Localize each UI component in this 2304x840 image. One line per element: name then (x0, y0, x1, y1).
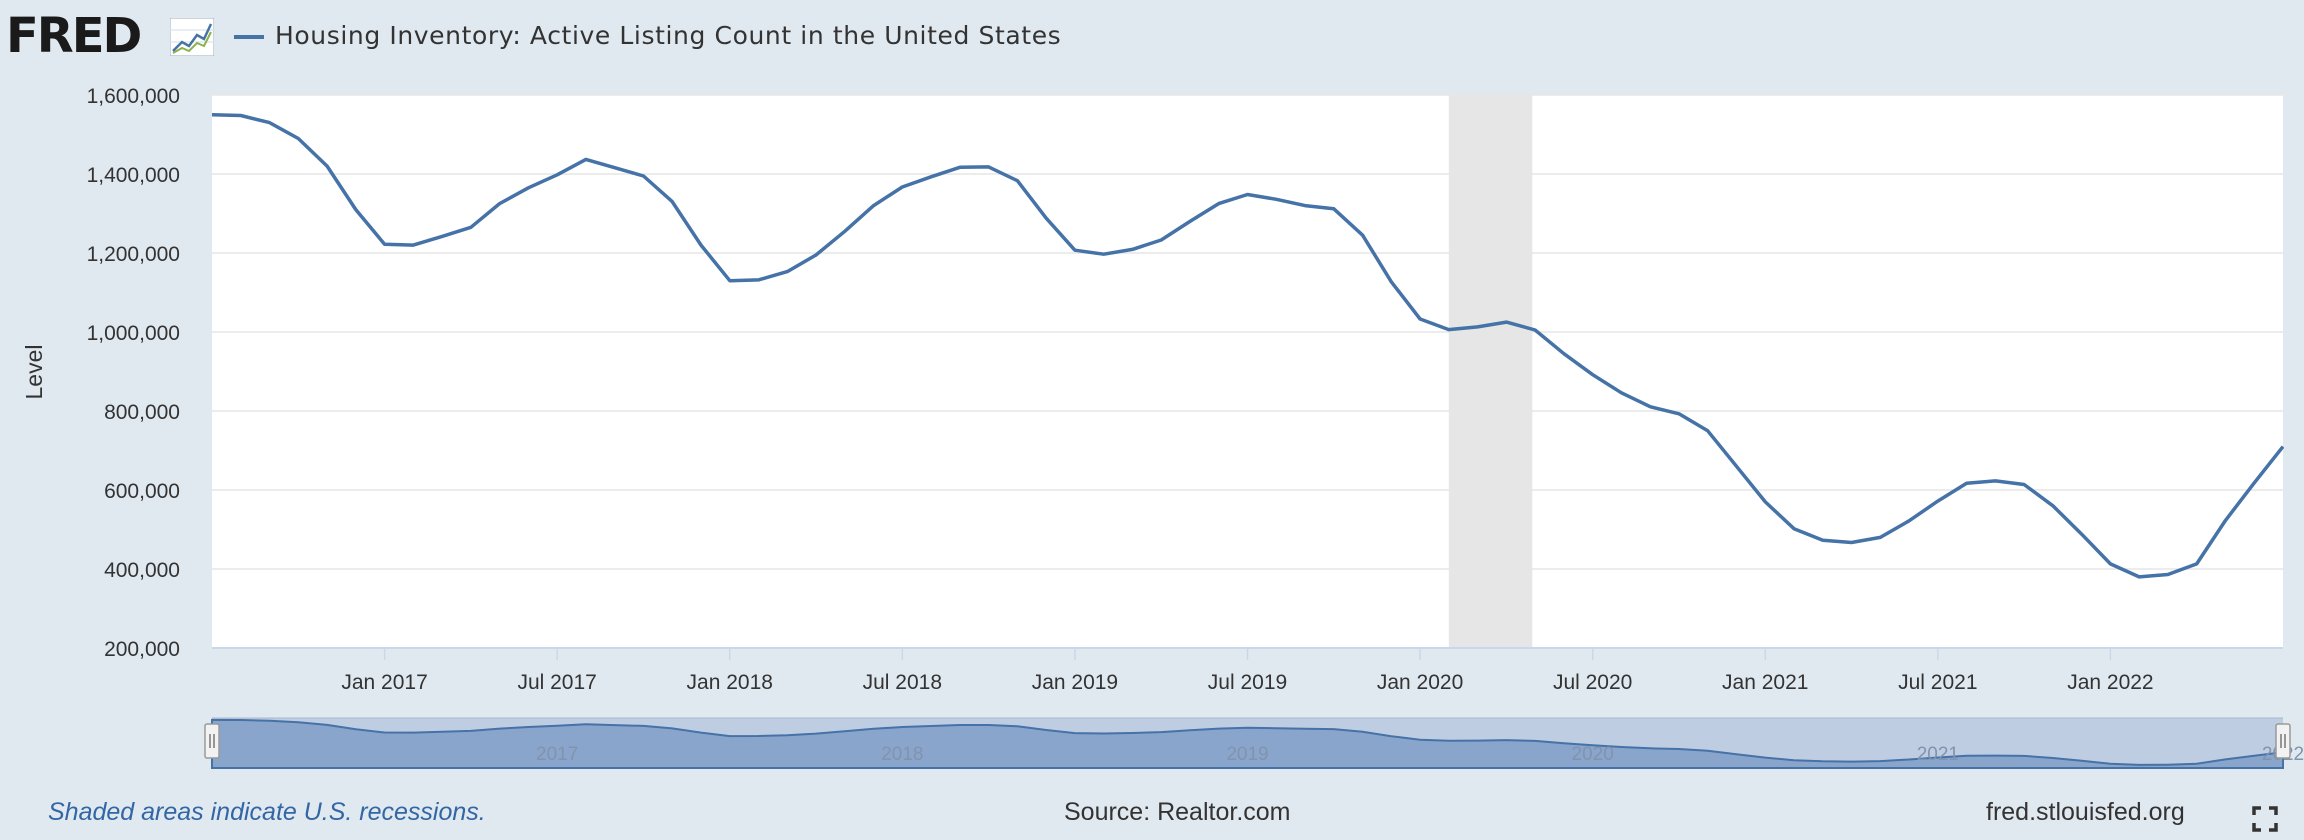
y-tick-label: 1,200,000 (87, 243, 180, 266)
recession-band (1448, 95, 1533, 648)
y-tick-label: 400,000 (104, 559, 180, 582)
legend-swatch (234, 35, 264, 39)
y-tick-label: 800,000 (104, 401, 180, 424)
source-label: Source: Realtor.com (1064, 798, 1291, 826)
navigator-handle-left[interactable] (204, 723, 220, 759)
navigator-handle-right[interactable] (2275, 723, 2291, 759)
series-group (212, 113, 2284, 579)
chart[interactable]: 200,000 400,000 600,000 800,000 1,000,000 1,2… (0, 80, 2304, 780)
y-tick-label: 600,000 (104, 480, 180, 503)
x-tick-label: Jan 2020 (1377, 671, 1463, 694)
y-tick-label: 200,000 (104, 638, 180, 661)
x-tick-label: Jul 2019 (1208, 671, 1287, 694)
line-graph-icon (170, 18, 214, 56)
y-tick-label: 1,400,000 (87, 164, 180, 187)
recession-note: Shaded areas indicate U.S. recessions. (48, 798, 486, 826)
series-line[interactable] (212, 113, 2284, 579)
navigator-year-label: 2018 (881, 744, 923, 765)
chart-header: FRED Housing Inventory: Active Listing C… (0, 0, 2304, 80)
x-tick-label: Jan 2017 (341, 671, 427, 694)
fred-logo[interactable]: FRED (6, 8, 142, 64)
navigator-series (211, 718, 2284, 769)
x-tick-label: Jan 2021 (1722, 671, 1808, 694)
navigator-year-label: 2020 (1572, 744, 1614, 765)
x-tick-label: Jan 2019 (1032, 671, 1118, 694)
y-axis-label: Level (21, 345, 47, 400)
navigator-year-label: 2017 (536, 744, 578, 765)
y-tick-label: 1,600,000 (87, 85, 180, 108)
navigator-year-label: 2021 (1917, 744, 1959, 765)
x-tick-label: Jan 2018 (687, 671, 773, 694)
x-tick-label: Jul 2021 (1898, 671, 1977, 694)
fullscreen-icon[interactable] (2252, 806, 2278, 832)
x-tick-label: Jul 2017 (517, 671, 596, 694)
plot-area (212, 95, 2283, 648)
y-tick-label: 1,000,000 (87, 322, 180, 345)
x-tick-label: Jan 2022 (2067, 671, 2153, 694)
x-tick-label: Jul 2020 (1553, 671, 1632, 694)
x-tick-label: Jul 2018 (863, 671, 942, 694)
site-link[interactable]: fred.stlouisfed.org (1986, 798, 2185, 826)
navigator-year-label: 2019 (1226, 744, 1268, 765)
chart-title: Housing Inventory: Active Listing Count … (275, 21, 1062, 50)
